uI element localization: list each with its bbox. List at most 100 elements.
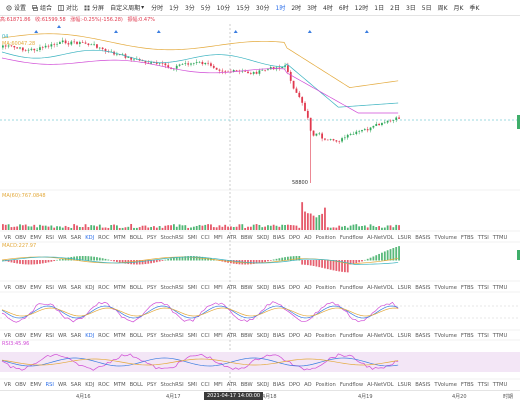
indicator-tab[interactable]: VR [4,332,12,339]
indicator-tab[interactable]: TTMU [492,234,508,241]
indicator-tab[interactable]: CCI [200,234,210,241]
indicator-tab[interactable]: ROC [98,284,110,291]
indicator-tab[interactable]: TVolume [434,332,457,339]
indicator-tab[interactable]: LSUR [397,381,412,388]
indicator-tab[interactable]: BIAS [272,332,285,339]
settings-button[interactable]: 设置 [6,3,26,12]
indicator-tab[interactable]: RSI [45,332,54,339]
indicator-tab[interactable]: AI-NetVOL [367,381,394,388]
indicator-tab[interactable]: WR [57,332,67,339]
indicator-tab[interactable]: AO [304,381,312,388]
indicator-tab[interactable]: StochRSI [160,381,184,388]
indicator-tab[interactable]: AO [304,234,312,241]
indicator-tab[interactable]: TTSI [477,284,489,291]
indicator-tab[interactable]: TTMU [492,381,508,388]
indicator-tab[interactable]: ATR [226,381,237,388]
period-tab[interactable]: 3分 [184,5,195,12]
indicator-tab[interactable]: FTBS [460,381,474,388]
indicator-tab[interactable]: BASIS [415,284,431,291]
indicator-tab[interactable]: BASIS [415,332,431,339]
indicator-tab[interactable]: BBW [240,284,253,291]
indicator-tab[interactable]: BOLL [129,381,143,388]
period-tab[interactable]: 30分 [255,5,270,12]
split-screen-button[interactable]: 分屏 [84,3,104,12]
indicator-tab[interactable]: Position [315,284,336,291]
indicator-tab[interactable]: TVolume [434,284,457,291]
indicator-tab[interactable]: KDJ [85,284,95,291]
period-tab[interactable]: 周K [437,5,448,12]
indicator-tab[interactable]: RSI [45,284,54,291]
right-panel-handle-2[interactable] [517,250,520,260]
indicator-tab[interactable]: CCI [200,381,210,388]
indicator-tab[interactable]: PSY [146,234,157,241]
kline-chart[interactable] [0,0,520,390]
indicator-tab[interactable]: FTBS [460,234,474,241]
compare-button[interactable]: 对比 [58,3,78,12]
period-tab[interactable]: 10分 [216,5,231,12]
indicator-tab[interactable]: BOLL [129,284,143,291]
period-tab[interactable]: 5日 [421,5,432,12]
indicator-tab[interactable]: OBV [15,234,27,241]
indicator-tab[interactable]: TTSI [477,234,489,241]
indicator-tab[interactable]: BBW [240,332,253,339]
indicator-tab[interactable]: Fundflow [339,332,364,339]
indicator-tab[interactable]: SMI [187,381,197,388]
indicator-tab[interactable]: ROC [98,332,110,339]
indicator-tab[interactable]: BASIS [415,381,431,388]
indicator-tab[interactable]: WR [57,234,67,241]
period-tab[interactable]: 季K [469,5,480,12]
indicator-tab[interactable]: PSY [146,284,157,291]
indicator-tab[interactable]: EMV [30,284,42,291]
indicator-tab[interactable]: KDJ [85,381,95,388]
period-tab[interactable]: 3时 [307,5,317,12]
indicator-tab[interactable]: EMV [30,332,42,339]
indicator-tab[interactable]: WR [57,381,67,388]
period-tab[interactable]: 月K [453,5,464,12]
indicator-tab[interactable]: EMV [30,381,42,388]
indicator-tab[interactable]: OBV [15,284,27,291]
indicator-tab[interactable]: BBW [240,234,253,241]
indicator-tab[interactable]: SAR [70,234,82,241]
indicator-tab[interactable]: TVolume [434,234,457,241]
indicator-tab[interactable]: SMI [187,234,197,241]
period-tab[interactable]: 1时 [275,5,286,12]
indicator-tab[interactable]: MTM [113,284,126,291]
indicator-tab[interactable]: DPO [288,284,301,291]
indicator-tab[interactable]: SMI [187,284,197,291]
indicator-tab[interactable]: BIAS [272,381,285,388]
period-tab[interactable]: 6时 [338,5,349,12]
indicator-tab[interactable]: FTBS [460,332,474,339]
indicator-tab[interactable]: Position [315,381,336,388]
indicator-tab[interactable]: VR [4,381,12,388]
indicator-tab[interactable]: MTM [113,234,126,241]
indicator-tab[interactable]: BASIS [415,234,431,241]
period-tab[interactable]: 4时 [323,5,333,12]
period-tab[interactable]: 5分 [200,5,211,12]
indicator-tab[interactable]: TTSI [477,381,489,388]
indicator-tab[interactable]: BIAS [272,284,285,291]
indicator-tab[interactable]: TVolume [434,381,457,388]
indicator-tab[interactable]: SKDJ [256,381,269,388]
indicator-tab[interactable]: RSI [45,381,54,388]
custom-period-button[interactable]: 自定义周期 ▾ [110,3,144,12]
indicator-tab[interactable]: BIAS [272,234,285,241]
indicator-tab[interactable]: EMV [30,234,42,241]
indicator-tab[interactable]: Fundflow [339,234,364,241]
period-tab[interactable]: 15分 [236,5,250,12]
indicator-tab[interactable]: OBV [15,381,27,388]
indicator-tab[interactable]: FTBS [460,284,474,291]
indicator-tab[interactable]: Position [315,234,336,241]
indicator-tab[interactable]: PSY [146,332,157,339]
indicator-tab[interactable]: LSUR [397,332,412,339]
indicator-tab[interactable]: SKDJ [256,284,269,291]
indicator-tab[interactable]: BOLL [129,234,143,241]
indicator-tab[interactable]: AO [304,284,312,291]
indicator-tab[interactable]: MFI [213,234,223,241]
indicator-tab[interactable]: AI-NetVOL [367,234,394,241]
indicator-tab[interactable]: DPO [288,234,301,241]
indicator-tab[interactable]: SAR [70,284,82,291]
indicator-tab[interactable]: AO [304,332,312,339]
period-tab[interactable]: 1分 [169,5,179,12]
right-panel-handle[interactable] [517,115,520,129]
indicator-tab[interactable]: CCI [200,332,210,339]
